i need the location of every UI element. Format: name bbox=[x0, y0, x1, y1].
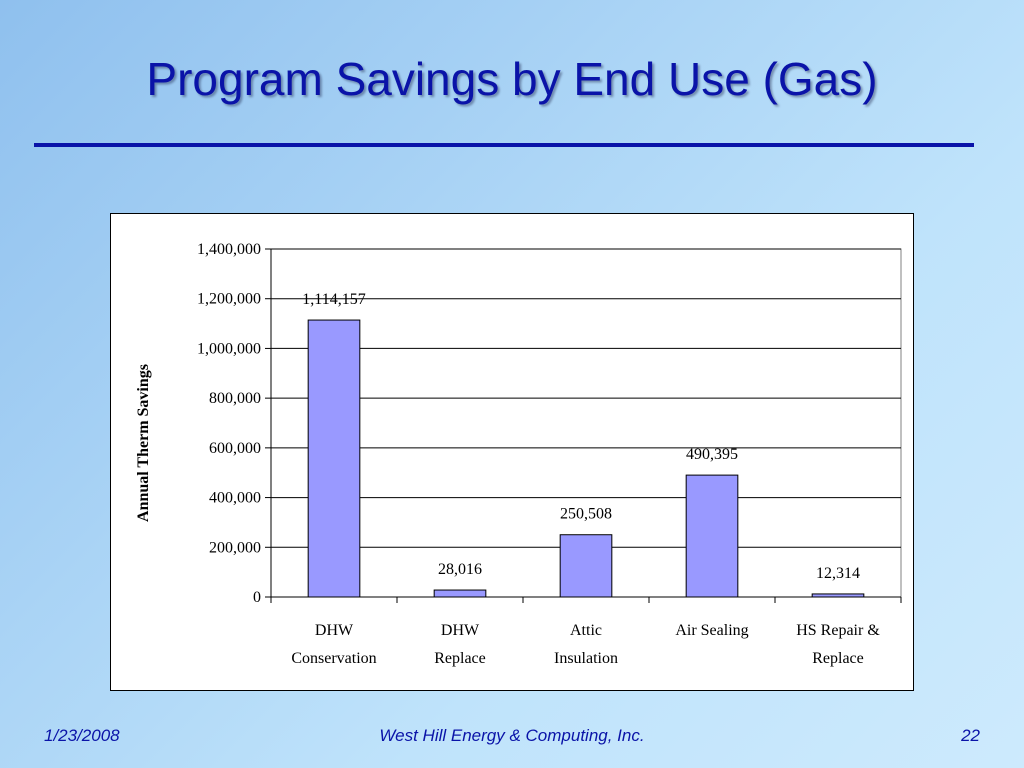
bar bbox=[433, 589, 487, 598]
category-label: Conservation bbox=[291, 650, 376, 667]
y-tick-label: 800,000 bbox=[209, 390, 261, 407]
y-tick-label: 200,000 bbox=[209, 539, 261, 556]
category-label: Attic bbox=[570, 622, 602, 639]
data-label: 1,114,157 bbox=[302, 291, 365, 308]
bar bbox=[559, 534, 613, 598]
y-axis-label: Annual Therm Savings bbox=[135, 364, 152, 522]
y-tick-label: 1,000,000 bbox=[197, 340, 261, 357]
data-label: 28,016 bbox=[438, 561, 482, 578]
category-label: Air Sealing bbox=[675, 622, 748, 639]
data-label: 490,395 bbox=[686, 446, 738, 463]
page-number: 22 bbox=[961, 726, 980, 745]
y-tick-label: 600,000 bbox=[209, 440, 261, 457]
y-tick-label: 1,200,000 bbox=[197, 291, 261, 308]
y-tick-label: 0 bbox=[253, 589, 261, 606]
bar bbox=[685, 474, 739, 598]
category-label: HS Repair & bbox=[796, 622, 880, 639]
bar bbox=[307, 319, 361, 598]
y-tick-label: 1,400,000 bbox=[197, 241, 261, 258]
category-label: Replace bbox=[434, 650, 486, 667]
category-label: DHW bbox=[441, 622, 480, 639]
data-label: 250,508 bbox=[560, 506, 612, 523]
category-label: Replace bbox=[812, 650, 864, 667]
title-divider bbox=[34, 143, 974, 147]
footer-company: West Hill Energy & Computing, Inc. bbox=[379, 726, 645, 745]
chart-frame: 0 200,000 400,000 600,000 800,000 1,000,000 1,… bbox=[110, 213, 914, 691]
footer-date: 1/23/2008 bbox=[44, 726, 120, 745]
category-label: Insulation bbox=[554, 650, 618, 667]
y-tick-label: 400,000 bbox=[209, 490, 261, 507]
bar-chart: 0 200,000 400,000 600,000 800,000 1,000,000 1,… bbox=[135, 241, 902, 667]
category-label: DHW bbox=[315, 622, 354, 639]
slide-title: Program Savings by End Use (Gas) bbox=[146, 53, 878, 105]
data-label: 12,314 bbox=[816, 565, 860, 582]
